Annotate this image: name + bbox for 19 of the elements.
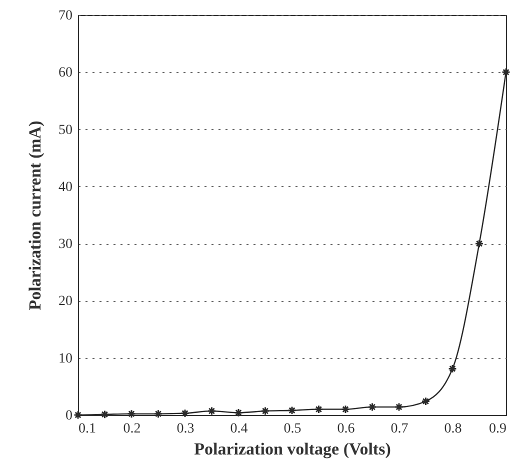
y-tick-label: 40: [58, 180, 72, 195]
x-tick-label: 0.2: [123, 422, 141, 436]
x-tick-label: 0.8: [444, 422, 462, 436]
y-tick-label: 10: [58, 351, 72, 366]
y-tick-label: 20: [58, 294, 72, 310]
y-tick-label: 50: [58, 122, 72, 138]
x-tick-label: 0.9: [489, 422, 506, 436]
x-tick-label: 0.1: [78, 422, 96, 436]
y-tick-label: 70: [58, 8, 72, 24]
y-tick-label: 30: [58, 237, 72, 252]
x-tick-label: 0.4: [230, 422, 248, 436]
x-axis-title: Polarization voltage (Volts): [194, 440, 391, 458]
x-tick-label: 0.7: [390, 422, 408, 436]
x-tick-label: 0.6: [337, 422, 355, 436]
y-axis-title: Polarization current (mA): [26, 120, 44, 310]
y-tick-label: 60: [58, 66, 72, 81]
x-tick-label: 0.3: [176, 422, 194, 436]
y-tick-label: 0: [66, 408, 72, 424]
x-tick-label: 0.5: [284, 422, 302, 436]
